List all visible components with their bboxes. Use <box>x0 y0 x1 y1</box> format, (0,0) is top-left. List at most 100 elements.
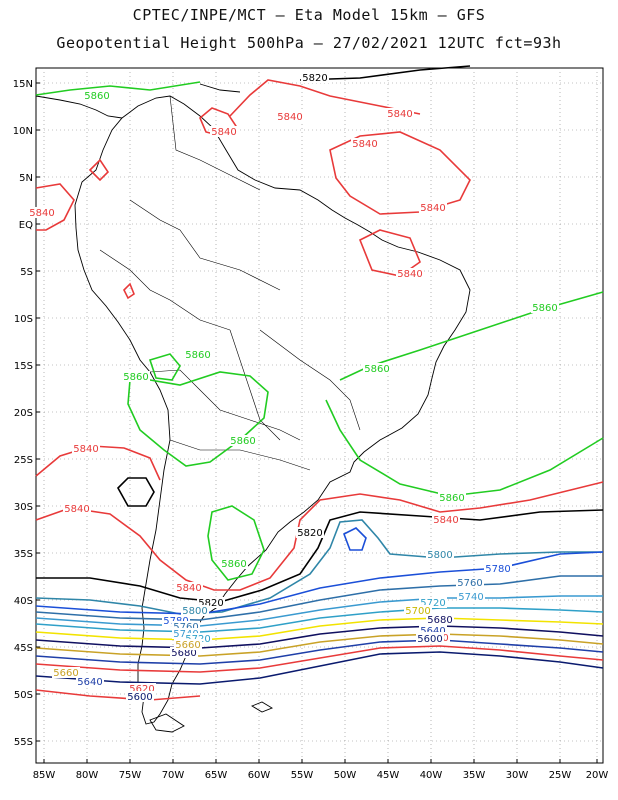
contour-label-bg <box>162 615 190 626</box>
lon-tick-label: 45W <box>377 770 400 781</box>
contour-5760-main <box>35 575 603 621</box>
contour-label-bg <box>126 691 154 702</box>
contour-label-bg <box>416 633 444 644</box>
contour-label: 5840 <box>420 203 445 214</box>
contour-label: 5860 <box>364 364 389 375</box>
south-america-outline <box>74 95 471 725</box>
lat-tick-label: 5S <box>20 267 33 278</box>
lon-tick-label: 30W <box>506 770 529 781</box>
contour-5860-bolivia <box>148 353 181 381</box>
contour-label-bg <box>351 138 379 149</box>
lon-tick-label: 35W <box>463 770 486 781</box>
contour-labels: 5820 5840 5860 5840 5840 5840 5840 5840 5860 5860… <box>28 72 559 703</box>
country-borders <box>99 95 361 471</box>
contour-label-bg <box>404 605 432 616</box>
contour-label: 5840 <box>387 109 412 120</box>
contour-5700-main <box>35 617 604 641</box>
contour-5660-main <box>35 633 604 657</box>
contour-5740-main <box>35 595 603 627</box>
contour-label: 5840 <box>433 515 458 526</box>
contour-label: 5840 <box>73 444 98 455</box>
contour-label: 5660 <box>175 640 200 651</box>
lat-tick-label: 10N <box>13 126 33 137</box>
lon-tick-label: 75W <box>119 770 142 781</box>
contour-label: 5840 <box>211 127 236 138</box>
contour-label: 5600 <box>127 692 152 703</box>
contour-label-bg <box>229 435 257 446</box>
contour-label: 5860 <box>221 559 246 570</box>
contour-5840-west <box>35 183 75 231</box>
lon-tick-label: 50W <box>334 770 357 781</box>
lon-tick-label: 20W <box>586 770 609 781</box>
contour-label: 5840 <box>64 504 89 515</box>
contour-5800-closed <box>342 527 367 551</box>
contour-label-bg <box>419 202 447 213</box>
contour-5680-main <box>35 625 604 649</box>
contour-label: 5840 <box>277 112 302 123</box>
contour-label: 5760 <box>173 622 198 633</box>
contour-5820-north <box>299 65 471 81</box>
contour-label: 5680 <box>427 615 452 626</box>
contour-5820-closed <box>117 477 155 507</box>
lat-tick-label: 55S <box>14 737 33 748</box>
contour-label: 5700 <box>405 606 430 617</box>
contour-5840-low <box>35 481 604 591</box>
contour-label-bg <box>396 268 424 279</box>
contour-5840-north <box>229 79 421 117</box>
contour-label: 5640 <box>77 677 102 688</box>
contour-label: 5860 <box>185 350 210 361</box>
contour-label-bg <box>210 126 238 137</box>
lon-tick-label: 60W <box>248 770 271 781</box>
contour-label: 5840 <box>176 583 201 594</box>
lat-tick-label: 20S <box>14 408 33 419</box>
contour-label-bg <box>181 605 209 616</box>
caribbean-coast <box>199 83 241 93</box>
contour-label-bg <box>175 582 203 593</box>
contour-5840-atlantic <box>329 131 471 215</box>
contour-5860-chaco <box>127 371 269 467</box>
contour-label-bg <box>457 591 485 602</box>
contour-label-bg <box>76 676 104 687</box>
contour-label-bg <box>386 108 414 119</box>
contour-5720-main <box>35 607 604 633</box>
contour-label: 5800 <box>182 606 207 617</box>
contour-label: 5680 <box>171 648 196 659</box>
contours <box>35 65 604 701</box>
contour-label-bg <box>426 549 454 560</box>
contour-label: 5840 <box>29 208 54 219</box>
lat-tick-label: 5N <box>19 173 33 184</box>
contour-label-bg <box>301 72 329 83</box>
contour-label-bg <box>432 514 460 525</box>
contour-label-bg <box>438 492 466 503</box>
lon-tick-label: 65W <box>205 770 228 781</box>
contour-5800-main <box>35 519 603 615</box>
lon-tick-label: 25W <box>549 770 572 781</box>
contour-5840-colombia <box>88 158 110 182</box>
contour-label-bg <box>426 614 454 625</box>
central-america-outline <box>35 95 123 119</box>
lat-tick-label: 35S <box>14 549 33 560</box>
lat-tick-label: 15N <box>13 79 33 90</box>
contour-label-bg <box>52 667 80 678</box>
contour-5780-main <box>35 551 604 615</box>
contour-label-bg <box>28 207 56 218</box>
lat-tick-label: 45S <box>14 643 33 654</box>
contour-label-bg <box>72 443 100 454</box>
contour-5840-amazon <box>358 229 421 277</box>
contour-5840-peru <box>123 282 135 300</box>
tierra-del-fuego <box>149 713 185 733</box>
contour-label-bg <box>184 633 212 644</box>
contour-label: 5720 <box>420 598 445 609</box>
contour-5840-south-pacific <box>35 445 161 481</box>
contour-5600-main <box>35 651 604 685</box>
contour-label-bg <box>172 621 200 632</box>
lat-tick-label: 15S <box>14 361 33 372</box>
lat-tick-label: 50S <box>14 690 33 701</box>
contour-label: 5860 <box>230 436 255 447</box>
contour-label-bg <box>296 527 324 538</box>
contour-5860-sub <box>325 399 604 497</box>
contour-label: 5860 <box>123 372 148 383</box>
contour-label: 5840 <box>352 139 377 150</box>
contour-label: 5780 <box>485 564 510 575</box>
